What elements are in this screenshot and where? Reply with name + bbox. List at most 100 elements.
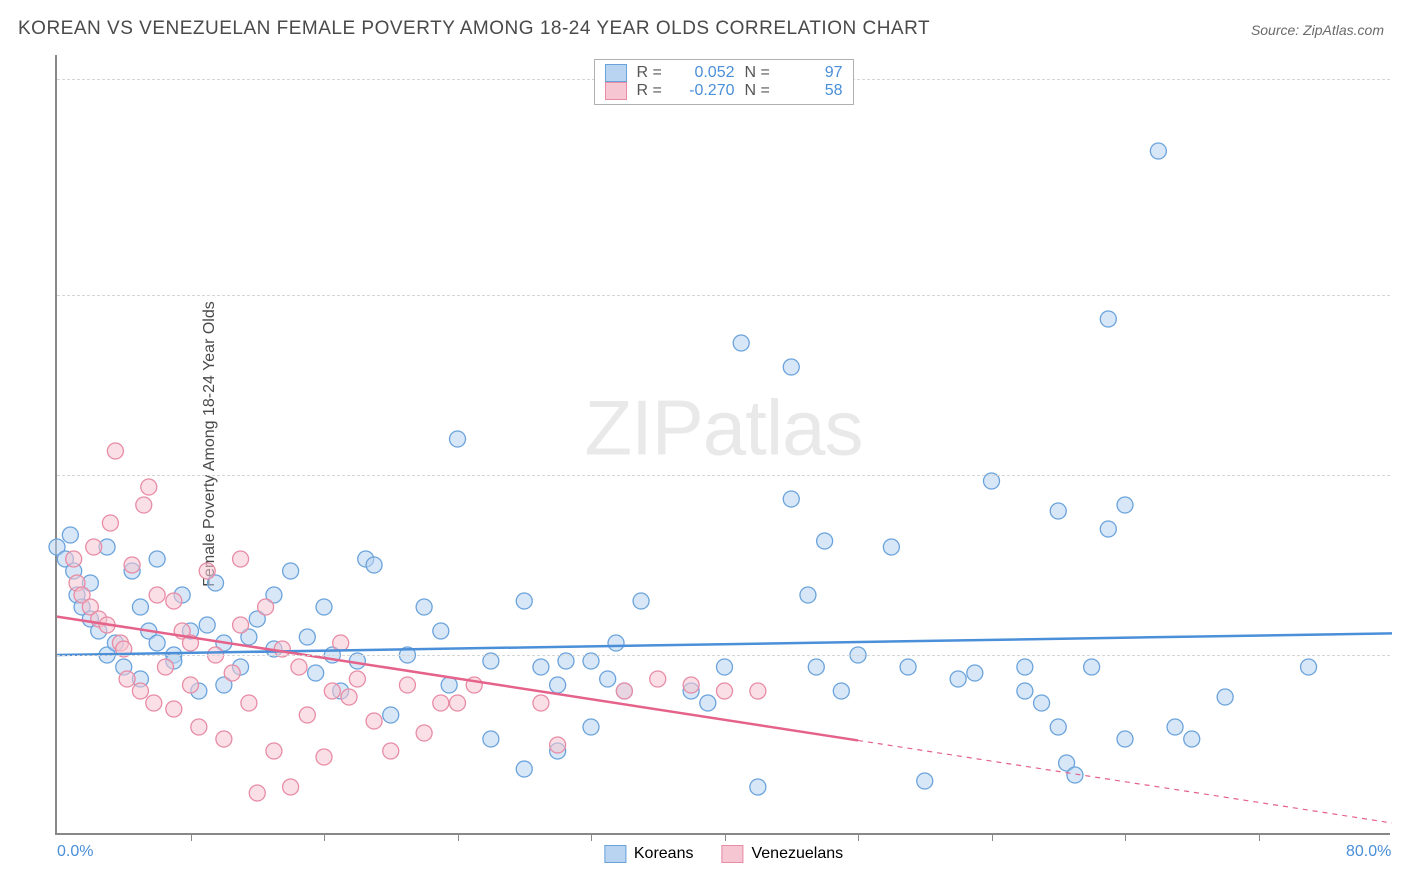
- legend-item-koreans: Koreans: [604, 845, 694, 863]
- scatter-point: [383, 707, 399, 723]
- scatter-point: [750, 683, 766, 699]
- scatter-point: [1117, 497, 1133, 513]
- scatter-point: [1150, 143, 1166, 159]
- scatter-point: [717, 659, 733, 675]
- scatter-point: [316, 749, 332, 765]
- legend-row-koreans: R = 0.052 N = 97: [605, 64, 843, 82]
- scatter-point: [600, 671, 616, 687]
- scatter-point: [166, 593, 182, 609]
- scatter-point: [199, 563, 215, 579]
- legend-correlation: R = 0.052 N = 97 R = -0.270 N = 58: [594, 59, 854, 105]
- scatter-point: [132, 683, 148, 699]
- x-tick: [591, 833, 592, 841]
- scatter-point: [136, 497, 152, 513]
- legend-n-label: N =: [745, 64, 773, 82]
- scatter-point: [249, 785, 265, 801]
- scatter-point: [349, 671, 365, 687]
- scatter-point: [183, 677, 199, 693]
- legend-r-value-venezuelans: -0.270: [675, 82, 735, 100]
- scatter-point: [266, 743, 282, 759]
- scatter-point: [308, 665, 324, 681]
- scatter-point: [450, 695, 466, 711]
- scatter-point: [450, 431, 466, 447]
- scatter-point: [483, 731, 499, 747]
- scatter-point: [883, 539, 899, 555]
- scatter-point: [1050, 503, 1066, 519]
- x-tick: [324, 833, 325, 841]
- scatter-point: [608, 635, 624, 651]
- scatter-point: [1050, 719, 1066, 735]
- scatter-point: [750, 779, 766, 795]
- legend-item-venezuelans: Venezuelans: [721, 845, 843, 863]
- scatter-point: [1017, 659, 1033, 675]
- scatter-point: [416, 725, 432, 741]
- scatter-point: [650, 671, 666, 687]
- x-tick: [458, 833, 459, 841]
- gridline: [57, 475, 1390, 476]
- scatter-point: [149, 635, 165, 651]
- x-tick: [858, 833, 859, 841]
- legend-r-label: R =: [637, 82, 665, 100]
- scatter-point: [550, 737, 566, 753]
- scatter-point: [1084, 659, 1100, 675]
- gridline: [57, 655, 1390, 656]
- scatter-point: [433, 623, 449, 639]
- scatter-point: [1067, 767, 1083, 783]
- legend-swatch-venezuelans-icon: [721, 845, 743, 863]
- legend-n-value-venezuelans: 58: [783, 82, 843, 100]
- scatter-point: [299, 629, 315, 645]
- scatter-point: [800, 587, 816, 603]
- scatter-point: [124, 557, 140, 573]
- scatter-point: [1217, 689, 1233, 705]
- scatter-point: [283, 779, 299, 795]
- scatter-point: [1034, 695, 1050, 711]
- scatter-point: [1184, 731, 1200, 747]
- plot-area: Female Poverty Among 18-24 Year Olds ZIP…: [55, 55, 1390, 835]
- x-tick: [992, 833, 993, 841]
- scatter-point: [967, 665, 983, 681]
- scatter-point: [583, 719, 599, 735]
- scatter-point: [241, 695, 257, 711]
- scatter-point: [550, 677, 566, 693]
- trend-line: [57, 617, 858, 741]
- scatter-point: [141, 479, 157, 495]
- scatter-point: [1100, 311, 1116, 327]
- scatter-point: [783, 491, 799, 507]
- x-tick: [725, 833, 726, 841]
- scatter-point: [516, 761, 532, 777]
- trend-line-extrapolated: [858, 740, 1392, 823]
- legend-n-value-koreans: 97: [783, 64, 843, 82]
- scatter-point: [808, 659, 824, 675]
- scatter-point: [291, 659, 307, 675]
- scatter-point: [149, 587, 165, 603]
- scatter-point: [258, 599, 274, 615]
- scatter-point: [149, 551, 165, 567]
- scatter-point: [1167, 719, 1183, 735]
- source-attribution: Source: ZipAtlas.com: [1251, 22, 1384, 38]
- scatter-point: [341, 689, 357, 705]
- legend-r-value-koreans: 0.052: [675, 64, 735, 82]
- legend-r-label: R =: [637, 64, 665, 82]
- scatter-point: [216, 731, 232, 747]
- scatter-point: [366, 557, 382, 573]
- scatter-point: [399, 677, 415, 693]
- legend-swatch-venezuelans: [605, 82, 627, 100]
- scatter-point: [783, 359, 799, 375]
- scatter-point: [366, 713, 382, 729]
- scatter-point: [62, 527, 78, 543]
- scatter-point: [283, 563, 299, 579]
- scatter-point: [107, 443, 123, 459]
- legend-label-koreans: Koreans: [634, 845, 694, 863]
- chart-title: KOREAN VS VENEZUELAN FEMALE POVERTY AMON…: [18, 18, 930, 40]
- scatter-point: [333, 635, 349, 651]
- scatter-point: [1100, 521, 1116, 537]
- chart-svg: [57, 55, 1390, 833]
- scatter-point: [700, 695, 716, 711]
- scatter-point: [616, 683, 632, 699]
- scatter-point: [324, 683, 340, 699]
- scatter-point: [433, 695, 449, 711]
- scatter-point: [66, 551, 82, 567]
- scatter-point: [516, 593, 532, 609]
- legend-n-label: N =: [745, 82, 773, 100]
- legend-label-venezuelans: Venezuelans: [751, 845, 843, 863]
